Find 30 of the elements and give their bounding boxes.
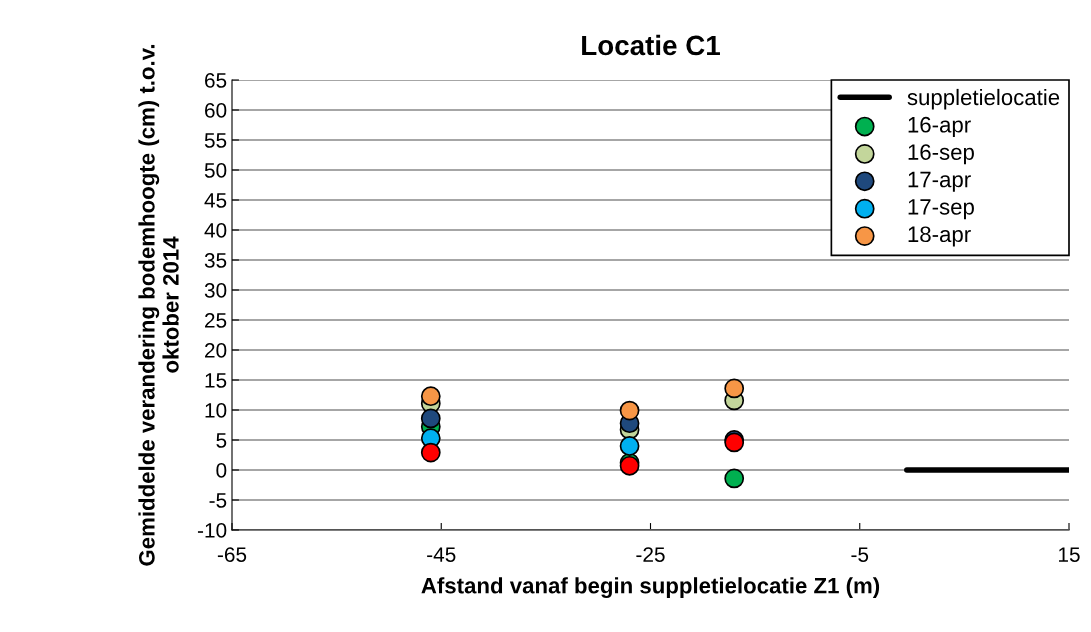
y-tick-label: 45 bbox=[204, 193, 227, 208]
legend-label: suppletielocatie bbox=[907, 88, 1060, 110]
y-tick-label: 40 bbox=[204, 223, 227, 238]
x-tick-label: -65 bbox=[217, 547, 247, 562]
y-tick-label: 20 bbox=[205, 343, 227, 358]
y-tick-label: 65 bbox=[205, 73, 227, 88]
legend-label: 17-sep bbox=[908, 199, 974, 220]
legend-label: 18-apr bbox=[908, 226, 971, 247]
y-tick-label: 25 bbox=[205, 313, 227, 328]
legend-label: 16-apr bbox=[908, 116, 971, 137]
y-tick-label: 35 bbox=[204, 253, 227, 268]
y-tick-label: -5 bbox=[209, 493, 227, 508]
x-tick-label: -5 bbox=[851, 547, 869, 562]
y-tick-label: 15 bbox=[205, 373, 227, 388]
x-axis-title: Afstand vanaf begin suppletielocatie Z1 (m) bbox=[421, 577, 880, 599]
y-axis-title: Gemiddelde verandering bodemhoogte (cm) t.o.v. oktober 2014 bbox=[138, 44, 179, 566]
y-tick-label: 0 bbox=[216, 463, 227, 478]
y-tick-label: 10 bbox=[205, 403, 227, 418]
legend-label: 16-sep bbox=[908, 144, 974, 165]
legend-label: 17-apr bbox=[908, 171, 971, 192]
x-tick-label: -45 bbox=[427, 547, 456, 562]
x-tick-label: 15 bbox=[1059, 547, 1080, 562]
y-tick-label: 5 bbox=[216, 433, 227, 448]
y-tick-label: 60 bbox=[205, 103, 227, 118]
y-tick-label: 55 bbox=[204, 133, 227, 148]
x-tick-label: -25 bbox=[636, 547, 665, 562]
y-tick-label: -10 bbox=[197, 523, 227, 538]
y-tick-label: 30 bbox=[204, 283, 227, 298]
chart-title: Locatie C1 bbox=[582, 34, 720, 56]
y-tick-label: 50 bbox=[204, 163, 227, 178]
